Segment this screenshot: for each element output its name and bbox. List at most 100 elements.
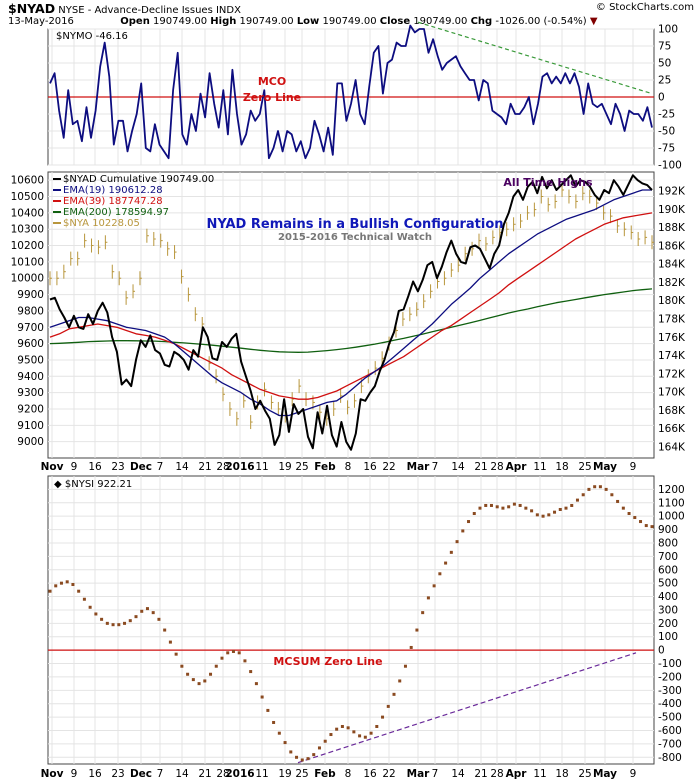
nysi-point: [174, 652, 178, 656]
mcsum-panel-frame: [47, 475, 655, 765]
x-tick-label: 9: [630, 461, 637, 473]
mcsum-y-axis-label: 500: [658, 578, 678, 590]
mco-y-axis-label: 25: [658, 75, 671, 87]
nysi-point: [644, 524, 648, 528]
low-value: 190749.00: [322, 16, 377, 27]
chart-title: NYAD Remains in a Bullish Configuration: [206, 217, 503, 232]
nysi-point: [151, 611, 155, 615]
nysi-point: [627, 512, 631, 516]
nya-y-axis: 164K 166K 168K 170K 172K 174K 176K 178K 180K 182K…: [658, 186, 686, 454]
nyad-y-axis-label: 10000: [11, 273, 44, 285]
nysi-point: [197, 682, 201, 686]
x-tick-label: 8: [345, 768, 352, 780]
mco-y-axis-label: 50: [658, 58, 671, 70]
nysi-point: [489, 503, 493, 507]
x-tick-label: 25: [295, 768, 308, 780]
x-tick-label: Apr: [506, 768, 528, 780]
nysi-point: [249, 670, 253, 674]
nyad-y-axis-label: 9800: [17, 305, 44, 317]
nyad-y-axis-label: 9200: [17, 403, 44, 415]
nysi-point: [272, 720, 276, 724]
nysi-point: [570, 503, 574, 507]
nysi-point: [254, 682, 258, 686]
legend-entry: $NYA 10228.05: [63, 218, 140, 229]
nysi-point: [180, 664, 184, 668]
mcsum-y-axis-label: 800: [658, 537, 678, 549]
ema19-line: [49, 189, 652, 417]
x-tick-label: 16: [88, 461, 102, 473]
nyad-y-axis-label: 10300: [11, 224, 44, 236]
nysi-point: [157, 617, 161, 621]
x-tick-label: 25: [578, 768, 591, 780]
nysi-point: [346, 726, 350, 730]
nysi-point: [71, 583, 75, 587]
mcsum-y-axis-label: -200: [658, 671, 682, 683]
mcsum-y-axis-label: -600: [658, 725, 682, 737]
nysi-point: [375, 724, 379, 728]
nyad-y-axis-label: 9500: [17, 354, 44, 366]
nysi-point: [593, 485, 597, 489]
nysi-point: [478, 506, 482, 510]
legend-entry: EMA(39) 187747.28: [63, 196, 163, 207]
x-tick-label: 11: [255, 461, 268, 473]
nysi-point: [455, 540, 459, 544]
nysi-point: [312, 753, 316, 757]
nysi-point: [306, 757, 310, 761]
x-tick-label: 18: [555, 768, 568, 780]
x-tick-label: 11: [533, 461, 546, 473]
brand-logo: © StockCharts.com: [595, 2, 694, 13]
nysi-point: [381, 715, 385, 719]
nysi-point: [386, 704, 390, 708]
mcsum-y-axis-label: 600: [658, 564, 678, 576]
nysi-point: [598, 485, 602, 489]
x-tick-label: 2016: [225, 461, 254, 473]
x-tick-label: 7: [157, 461, 164, 473]
x-tick-label: 21: [474, 461, 487, 473]
x-tick-label: Mar: [407, 461, 431, 473]
x-tick-label: 9: [630, 768, 637, 780]
mcsum-y-axis-label: 0: [658, 645, 665, 657]
legend-entry: EMA(200) 178594.97: [63, 207, 169, 218]
nysi-point: [512, 502, 516, 506]
nysi-point: [203, 679, 207, 683]
x-tick-label: 16: [363, 461, 377, 473]
x-tick-label: 22: [382, 768, 395, 780]
nya-y-label: 168K: [658, 405, 686, 417]
open-value: 190749.00: [153, 16, 208, 27]
mcsum-y-axis-label: 1200: [658, 484, 685, 496]
nysi-point: [358, 734, 362, 738]
nysi-point: [243, 659, 247, 663]
nysi-point: [300, 758, 304, 762]
high-value: 190749.00: [239, 16, 294, 27]
mco-y-axis-label: 75: [658, 41, 671, 53]
nysi-point: [140, 609, 144, 613]
chart-subtitle: 2015-2016 Technical Watch: [278, 232, 432, 243]
nysi-point: [415, 628, 419, 632]
nysi-point: [231, 649, 235, 653]
nysi-point: [558, 507, 562, 511]
close-label: Close: [379, 16, 411, 27]
nysi-point: [134, 615, 138, 619]
mco-y-axis-label: -100: [658, 160, 682, 172]
x-tick-label: 21: [474, 768, 487, 780]
x-tick-label: 28: [216, 768, 229, 780]
nysi-point: [501, 506, 505, 510]
close-value: 190749.00: [413, 16, 468, 27]
mcsum-y-axis-label: 300: [658, 604, 678, 616]
x-tick-label: 28: [490, 461, 503, 473]
nysi-point: [186, 672, 190, 676]
all-time-highs-annotation: All Time Highs: [503, 176, 593, 189]
nysi-point: [340, 724, 344, 728]
nysi-point: [323, 739, 327, 743]
instrument-name: NYSE - Advance-Decline Issues INDX: [58, 5, 241, 16]
nysi-point: [467, 520, 471, 524]
nyad-y-axis-label: 10100: [11, 256, 44, 268]
x-tick-label: May: [593, 461, 617, 473]
mcsum-y-axis-label: 1100: [658, 497, 685, 509]
mcsum-y-axis-label: 200: [658, 618, 678, 630]
mco-y-axis-label: 0: [658, 92, 665, 104]
nyad-y-axis-label: 9100: [17, 420, 44, 432]
x-tick-label: May: [593, 768, 617, 780]
nya-y-label: 192K: [658, 186, 686, 198]
down-arrow-icon: ▼: [589, 16, 598, 27]
